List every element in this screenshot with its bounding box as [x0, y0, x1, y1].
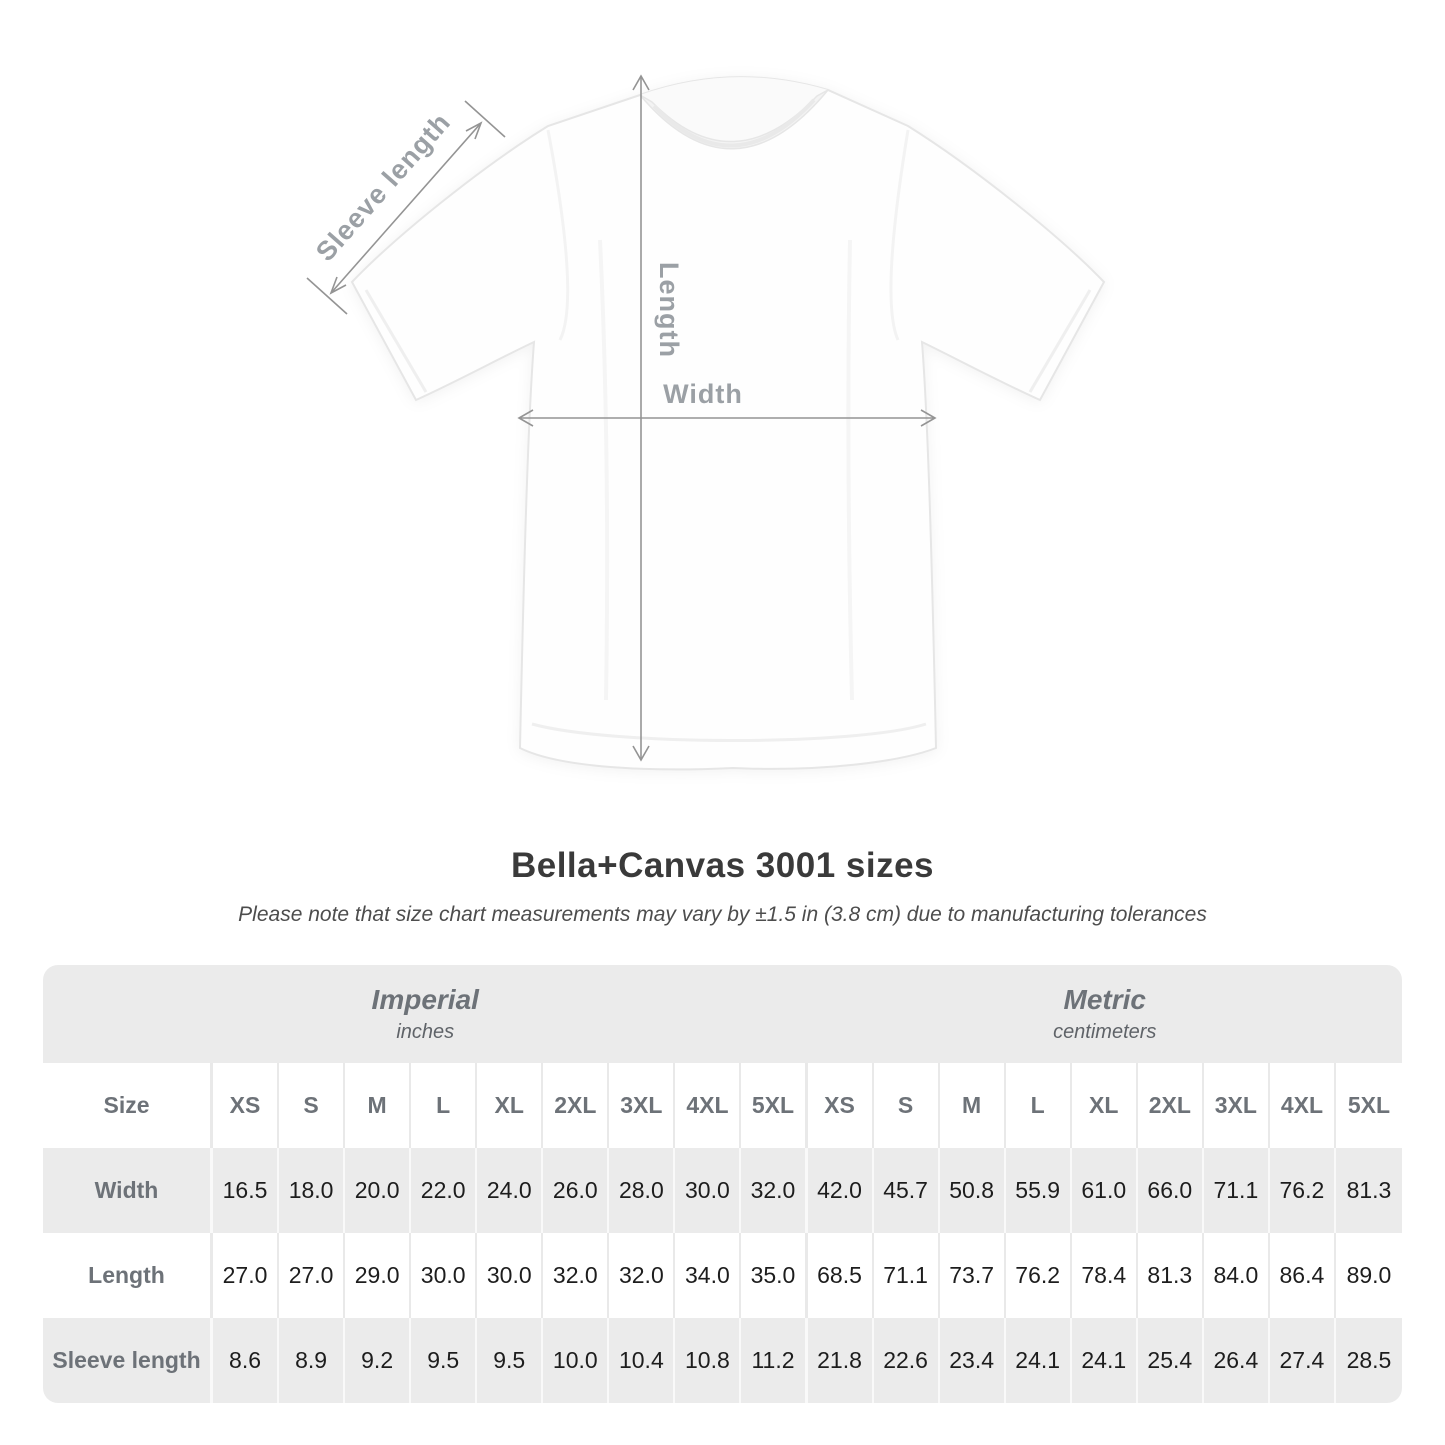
size-header-cell: M — [940, 1063, 1006, 1148]
length-value-cell: 30.0 — [477, 1233, 544, 1318]
length-value-cell: 81.3 — [1138, 1233, 1204, 1318]
size-header-cell: 5XL — [741, 1063, 808, 1148]
page-title: Bella+Canvas 3001 sizes — [510, 846, 935, 885]
size-header-cell: M — [345, 1063, 412, 1148]
width-value-cell: 66.0 — [1138, 1148, 1204, 1233]
size-header-cell: L — [1006, 1063, 1072, 1148]
width-value-cell: 32.0 — [741, 1148, 808, 1233]
length-value-cell: 34.0 — [675, 1233, 742, 1318]
table-row-width: Width 16.5 18.0 20.0 22.0 24.0 26.0 28.0 30.0 32… — [43, 1148, 1402, 1233]
width-value-cell: 76.2 — [1270, 1148, 1336, 1233]
sleeve-value-cell: 8.9 — [279, 1318, 346, 1403]
size-header-cell: 2XL — [1138, 1063, 1204, 1148]
sleeve-value-cell: 27.4 — [1270, 1318, 1336, 1403]
length-value-cell: 27.0 — [213, 1233, 280, 1318]
width-value-cell: 28.0 — [609, 1148, 676, 1233]
sleeve-value-cell: 22.6 — [874, 1318, 940, 1403]
metric-header: Metric centimeters — [808, 965, 1403, 1063]
sleeve-length-arrow — [306, 100, 506, 315]
row-label-width: Width — [43, 1148, 213, 1233]
sleeve-value-cell: 24.1 — [1072, 1318, 1138, 1403]
metric-unit: centimeters — [1053, 1021, 1157, 1043]
length-value-cell: 35.0 — [741, 1233, 808, 1318]
length-value-cell: 89.0 — [1346, 1262, 1392, 1288]
length-value-cell: 86.4 — [1270, 1233, 1336, 1318]
sleeve-value-cell: 9.5 — [477, 1318, 544, 1403]
length-value-cell: 30.0 — [411, 1233, 478, 1318]
width-value-cell: 81.3 — [1346, 1177, 1392, 1203]
tolerance-note: Please note that size chart measurements… — [238, 903, 1207, 926]
width-value-cell: 50.8 — [940, 1148, 1006, 1233]
width-value-cell: 55.9 — [1006, 1148, 1072, 1233]
table-row-sleeve-length: Sleeve length 8.6 8.9 9.2 9.5 9.5 10.0 10.4 10.… — [43, 1318, 1402, 1403]
length-value-cell: 71.1 — [874, 1233, 940, 1318]
length-value-cell: 68.5 — [808, 1233, 874, 1318]
sleeve-value-cell: 10.4 — [609, 1318, 676, 1403]
size-header-cell: 4XL — [1270, 1063, 1336, 1148]
size-chart-table: Imperial inches Metric centimeters Size … — [43, 965, 1402, 1403]
row-label-length: Length — [43, 1233, 213, 1318]
table-row-length: Length 27.0 27.0 29.0 30.0 30.0 32.0 32.0 34.0 3… — [43, 1233, 1402, 1318]
size-header-cell: S — [279, 1063, 346, 1148]
size-header-cell: 3XL — [609, 1063, 676, 1148]
size-header-cell: 4XL — [675, 1063, 742, 1148]
size-header-cell: XL — [477, 1063, 544, 1148]
sleeve-value-cell: 10.8 — [675, 1318, 742, 1403]
length-value-cell: 27.0 — [279, 1233, 346, 1318]
dimension-arrows — [306, 74, 937, 762]
size-header-cell: L — [411, 1063, 478, 1148]
sleeve-value-cell: 21.8 — [808, 1318, 874, 1403]
table-row-size: Size XS S M L XL 2XL 3XL 4XL 5XL XS S M L XL 2XL 3XL 4XL… — [43, 1063, 1402, 1148]
width-value-cell: 61.0 — [1072, 1148, 1138, 1233]
size-header-cell: 3XL — [1204, 1063, 1270, 1148]
width-value-cell: 20.0 — [345, 1148, 412, 1233]
length-value-cell: 73.7 — [940, 1233, 1006, 1318]
length-value-cell: 78.4 — [1072, 1233, 1138, 1318]
sleeve-value-cell: 24.1 — [1006, 1318, 1072, 1403]
sleeve-value-cell: 28.5 — [1346, 1347, 1392, 1373]
sleeve-value-cell: 10.0 — [543, 1318, 610, 1403]
width-value-cell: 22.0 — [411, 1148, 478, 1233]
size-header-cell: 5XL — [1347, 1092, 1391, 1118]
tshirt-diagram: Sleeve length Length Width — [306, 74, 1106, 771]
width-value-cell: 24.0 — [477, 1148, 544, 1233]
length-label: Length — [654, 262, 684, 358]
corner-label: Size — [43, 1063, 213, 1148]
sleeve-value-cell: 8.6 — [213, 1318, 280, 1403]
width-value-cell: 30.0 — [675, 1148, 742, 1233]
width-label: Width — [663, 379, 743, 409]
width-value-cell: 45.7 — [874, 1148, 940, 1233]
tshirt-graphic — [350, 76, 1106, 771]
width-value-cell: 16.5 — [213, 1148, 280, 1233]
imperial-unit: inches — [396, 1021, 455, 1043]
length-value-cell: 84.0 — [1204, 1233, 1270, 1318]
size-header-cell: XS — [213, 1063, 280, 1148]
width-arrow — [517, 409, 937, 427]
metric-label: Metric — [1063, 984, 1146, 1015]
width-value-cell: 42.0 — [808, 1148, 874, 1233]
length-value-cell: 32.0 — [543, 1233, 610, 1318]
imperial-header: Imperial inches — [43, 965, 808, 1063]
length-value-cell: 32.0 — [609, 1233, 676, 1318]
sleeve-value-cell: 26.4 — [1204, 1318, 1270, 1403]
sleeve-value-cell: 23.4 — [940, 1318, 1006, 1403]
row-label-sleeve-length: Sleeve length — [43, 1318, 213, 1403]
size-header-cell: XL — [1072, 1063, 1138, 1148]
width-value-cell: 18.0 — [279, 1148, 346, 1233]
sleeve-value-cell: 11.2 — [741, 1318, 808, 1403]
unit-header-band: Imperial inches Metric centimeters — [43, 965, 1402, 1063]
size-header-cell: XS — [808, 1063, 874, 1148]
sleeve-value-cell: 9.5 — [411, 1318, 478, 1403]
size-header-cell: S — [874, 1063, 940, 1148]
size-header-cell: 2XL — [543, 1063, 610, 1148]
imperial-label: Imperial — [371, 984, 479, 1015]
width-value-cell: 26.0 — [543, 1148, 610, 1233]
width-value-cell: 71.1 — [1204, 1148, 1270, 1233]
sleeve-value-cell: 9.2 — [345, 1318, 412, 1403]
length-value-cell: 76.2 — [1006, 1233, 1072, 1318]
length-value-cell: 29.0 — [345, 1233, 412, 1318]
sleeve-value-cell: 25.4 — [1138, 1318, 1204, 1403]
